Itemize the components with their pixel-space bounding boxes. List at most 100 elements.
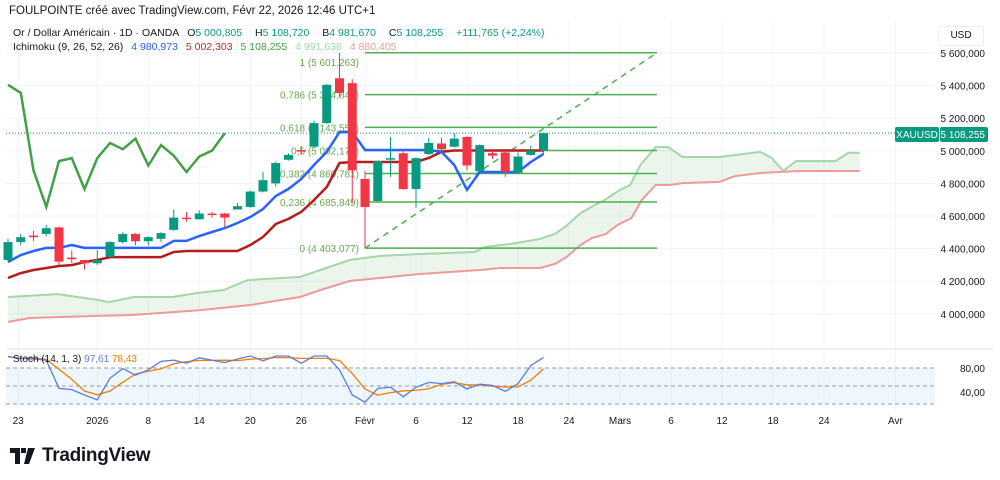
- time-tick-label: 24: [818, 416, 830, 427]
- span-b-value: 4 880,405: [349, 41, 397, 53]
- price-tick-label: 5 400,000: [941, 82, 986, 93]
- time-tick-label: 14: [194, 416, 206, 427]
- time-tick-label: Avr: [888, 416, 903, 427]
- candle-down: [462, 136, 472, 166]
- chikou-span-line: [7, 83, 226, 212]
- candle-up: [258, 180, 268, 192]
- candle-down: [347, 83, 357, 171]
- candle-down: [207, 213, 217, 216]
- tradingview-logo[interactable]: TradingView: [10, 445, 151, 467]
- candle-up: [411, 158, 421, 190]
- high-value: 5 108,720: [262, 27, 310, 39]
- ichimoku-cloud: [7, 146, 860, 323]
- last-symbol: XAUUSD: [896, 130, 938, 141]
- last-price-box: [940, 127, 988, 142]
- candle-up: [143, 237, 153, 242]
- close-value: 5 108,255: [396, 27, 444, 39]
- candle-down: [360, 178, 370, 208]
- time-tick-label: 24: [563, 416, 575, 427]
- time-tick-label: 26: [296, 416, 308, 427]
- low-value: 4 981,670: [329, 27, 376, 39]
- time-tick-label: Févr: [355, 416, 376, 427]
- time-tick-label: 12: [716, 416, 728, 427]
- candle-up: [271, 163, 281, 184]
- close-label: C: [388, 27, 397, 39]
- ichimoku-name: Ichimoku (9, 26, 52, 26): [13, 41, 124, 53]
- time-axis[interactable]: 23 2026 8 14 20 26 Févr 6 12 18 24 Mars 6 12 18 24 Avr: [13, 416, 904, 427]
- senkou-span-b-line: [7, 170, 860, 323]
- fib-level-label: 0,786 (5 344,847): [280, 91, 359, 102]
- candle-up: [169, 217, 179, 230]
- candle-down: [437, 143, 446, 150]
- candle-down: [488, 153, 497, 156]
- last-price: 5 108,255: [941, 130, 986, 141]
- price-tick-label: 5 000,000: [941, 147, 986, 158]
- candle-up: [513, 156, 523, 173]
- currency-button[interactable]: USD: [938, 26, 984, 46]
- candle-up: [118, 233, 128, 243]
- last-symbol-box: [895, 127, 939, 142]
- time-tick-label: 18: [767, 416, 779, 427]
- time-tick-label: 8: [145, 416, 151, 427]
- fib-trend-line: [364, 52, 658, 249]
- ichimoku-legend[interactable]: Ichimoku (9, 26, 52, 26) 4 980,973 5 002…: [13, 41, 402, 53]
- price-tick-label: 5 200,000: [941, 114, 986, 125]
- fib-level-label: 0 (4 403,077): [300, 244, 360, 255]
- grid: [6, 22, 935, 410]
- candle-down: [54, 227, 64, 262]
- candle-up: [245, 191, 255, 208]
- tradingview-logo-icon: [10, 448, 35, 464]
- price-axis[interactable]: 5 600,000 5 400,000 5 200,000 5 000,000 4 80…: [941, 49, 986, 399]
- span-a-value: 4 991,638: [295, 41, 342, 53]
- change-value: +111,765 (+2,24%): [456, 27, 545, 39]
- price-tick-label: 4 000,000: [941, 310, 986, 321]
- senkou-span-a-line: [7, 146, 860, 304]
- price-tick-label: 4 600,000: [941, 212, 986, 223]
- candle-down: [80, 260, 89, 264]
- time-tick-label: 12: [461, 416, 473, 427]
- open-value: 5 000,805: [195, 27, 243, 39]
- stoch-d-line: [7, 355, 544, 396]
- logo-text: TradingView: [42, 445, 151, 466]
- candle-down: [296, 149, 306, 152]
- tenkan-sen-line: [7, 130, 545, 264]
- time-tick-label: 18: [512, 416, 524, 427]
- candle-up: [526, 150, 536, 155]
- price-tick-label: 4 800,000: [941, 179, 986, 190]
- cloud-fill: [8, 147, 860, 322]
- stoch-name: Stoch (14, 1, 3): [13, 354, 82, 365]
- price-tick-label: 4 400,000: [941, 245, 986, 256]
- stoch-d-value: 78,43: [111, 354, 137, 365]
- candle-up: [41, 228, 51, 234]
- price-tick-label: 5 600,000: [941, 49, 986, 60]
- time-tick-label: 20: [245, 416, 257, 427]
- candle-up: [475, 145, 485, 172]
- attribution: FOULPOINTE créé avec TradingView.com, Fé…: [9, 5, 376, 17]
- candles: [3, 52, 548, 270]
- candle-down: [335, 78, 344, 93]
- candle-up: [386, 158, 395, 160]
- fib-level-label: 0,236 (4 685,849): [280, 198, 359, 209]
- stoch-k-value: 97,61: [84, 354, 110, 365]
- time-tick-label: 2026: [86, 416, 109, 427]
- candle-up: [449, 138, 459, 147]
- candle-up: [194, 213, 204, 220]
- stoch-tick-label: 40,00: [960, 388, 985, 399]
- high-label: H: [255, 27, 263, 39]
- stoch-legend[interactable]: Stoch (14, 1, 3) 97,61 78,43: [13, 354, 137, 365]
- candle-up: [424, 142, 434, 155]
- candle-up: [322, 84, 332, 124]
- candle-down: [131, 233, 140, 242]
- time-tick-label: 6: [668, 416, 674, 427]
- candle-up: [309, 123, 319, 147]
- candle-up: [3, 242, 13, 261]
- candle-down: [500, 152, 510, 172]
- candle-down: [67, 257, 77, 260]
- symbol-legend[interactable]: Or / Dollar Américain · 1D · OANDA O5 00…: [13, 27, 550, 39]
- fib-level-label: 0,618 (5 143,556): [280, 123, 359, 134]
- candle-up: [284, 154, 293, 160]
- time-tick-label: 6: [413, 416, 419, 427]
- candle-up: [156, 233, 166, 239]
- chikou-value: 5 108,255: [240, 41, 288, 53]
